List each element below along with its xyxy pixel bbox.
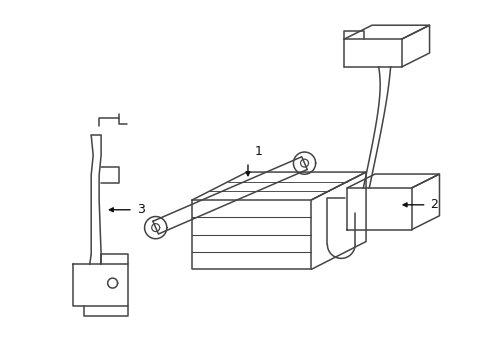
Text: 1: 1	[254, 145, 262, 158]
Text: 2: 2	[429, 198, 438, 211]
Text: 3: 3	[137, 203, 144, 216]
